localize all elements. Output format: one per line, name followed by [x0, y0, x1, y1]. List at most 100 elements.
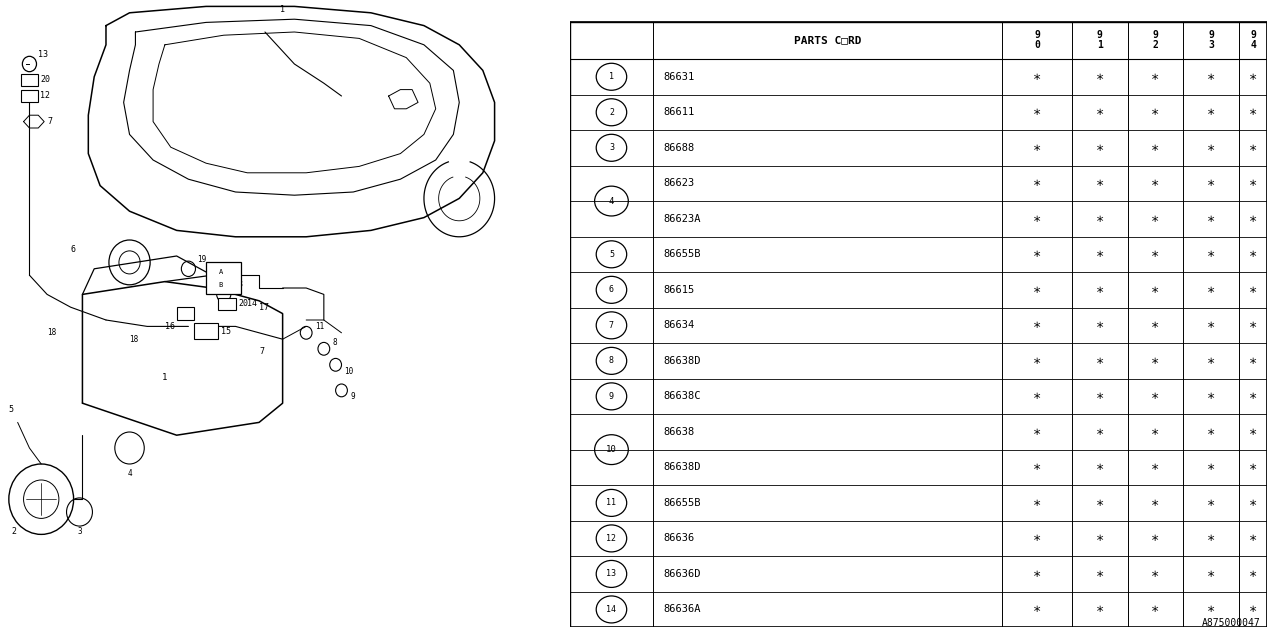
Text: ∗: ∗ — [1249, 531, 1257, 545]
Text: ∗: ∗ — [1096, 318, 1103, 332]
Text: ∗: ∗ — [1249, 602, 1257, 616]
Bar — [177, 307, 195, 320]
Text: 9
1: 9 1 — [1097, 31, 1102, 51]
Text: 3: 3 — [77, 527, 82, 536]
Text: ∗: ∗ — [1096, 105, 1103, 119]
Text: ∗: ∗ — [1152, 496, 1160, 510]
Text: ∗: ∗ — [1096, 354, 1103, 368]
Text: ∗: ∗ — [1207, 389, 1216, 403]
Text: ∗: ∗ — [1207, 567, 1216, 581]
Text: ∗: ∗ — [1249, 425, 1257, 439]
Text: 20: 20 — [40, 76, 50, 84]
Text: ∗: ∗ — [1152, 460, 1160, 474]
Text: 86638: 86638 — [664, 427, 695, 437]
Text: ∗: ∗ — [1152, 141, 1160, 155]
Text: ∗: ∗ — [1033, 70, 1041, 84]
Text: ∗: ∗ — [1033, 105, 1041, 119]
Text: ∗: ∗ — [1096, 176, 1103, 190]
Text: ∗: ∗ — [1207, 247, 1216, 261]
Text: 7: 7 — [609, 321, 614, 330]
Text: 86623A: 86623A — [664, 214, 701, 224]
Text: ∗: ∗ — [1096, 70, 1103, 84]
Text: 8: 8 — [333, 338, 338, 347]
Text: ∗: ∗ — [1096, 212, 1103, 226]
Text: ∗: ∗ — [1152, 247, 1160, 261]
Text: ∗: ∗ — [1096, 531, 1103, 545]
Text: 13: 13 — [38, 50, 49, 59]
Text: 15: 15 — [221, 327, 230, 336]
Text: 20: 20 — [238, 300, 248, 308]
Text: 5: 5 — [609, 250, 614, 259]
Text: ∗: ∗ — [1096, 425, 1103, 439]
Text: ∗: ∗ — [1249, 70, 1257, 84]
Text: 11: 11 — [315, 322, 324, 331]
Text: ∗: ∗ — [1152, 425, 1160, 439]
Text: ∗: ∗ — [1249, 283, 1257, 297]
Text: 86638D: 86638D — [664, 462, 701, 472]
Text: 1: 1 — [163, 373, 168, 382]
Text: A: A — [219, 269, 223, 275]
Text: ∗: ∗ — [1152, 176, 1160, 190]
Text: ∗: ∗ — [1249, 389, 1257, 403]
Text: 86638D: 86638D — [664, 356, 701, 366]
Text: ∗: ∗ — [1152, 531, 1160, 545]
Text: ∗: ∗ — [1152, 212, 1160, 226]
Text: 9
2: 9 2 — [1153, 31, 1158, 51]
Text: ∗: ∗ — [1207, 105, 1216, 119]
Text: ∗: ∗ — [1152, 70, 1160, 84]
Text: 13: 13 — [233, 280, 243, 289]
Text: 16: 16 — [165, 322, 175, 331]
Bar — [218, 298, 236, 310]
Text: 5: 5 — [9, 405, 14, 414]
Text: ∗: ∗ — [1207, 496, 1216, 510]
Text: 6: 6 — [70, 245, 76, 254]
Text: ∗: ∗ — [1152, 602, 1160, 616]
Text: ∗: ∗ — [1033, 318, 1041, 332]
Text: 86636A: 86636A — [664, 604, 701, 614]
Text: ∗: ∗ — [1249, 460, 1257, 474]
Text: 86636D: 86636D — [664, 569, 701, 579]
Text: ∗: ∗ — [1033, 567, 1041, 581]
Text: ∗: ∗ — [1152, 318, 1160, 332]
Text: ∗: ∗ — [1249, 141, 1257, 155]
Text: 9
3: 9 3 — [1208, 31, 1215, 51]
Text: ∗: ∗ — [1033, 141, 1041, 155]
Text: ∗: ∗ — [1096, 141, 1103, 155]
Text: 12: 12 — [607, 534, 617, 543]
Text: ∗: ∗ — [1207, 283, 1216, 297]
Text: ∗: ∗ — [1033, 389, 1041, 403]
Text: ∗: ∗ — [1207, 531, 1216, 545]
Text: 14: 14 — [607, 605, 617, 614]
Text: ∗: ∗ — [1249, 176, 1257, 190]
Text: 2: 2 — [12, 527, 17, 536]
Text: 4: 4 — [609, 196, 614, 205]
Text: 86636: 86636 — [664, 533, 695, 543]
Text: ∗: ∗ — [1152, 354, 1160, 368]
Text: ∗: ∗ — [1152, 567, 1160, 581]
Text: 86655B: 86655B — [664, 250, 701, 259]
Text: 86623: 86623 — [664, 179, 695, 188]
Text: ∗: ∗ — [1207, 460, 1216, 474]
Text: 86688: 86688 — [664, 143, 695, 153]
Text: 17: 17 — [259, 303, 269, 312]
Text: 10: 10 — [607, 445, 617, 454]
Text: ∗: ∗ — [1096, 567, 1103, 581]
Text: ∗: ∗ — [1033, 425, 1041, 439]
Text: ∗: ∗ — [1207, 212, 1216, 226]
Text: 18: 18 — [47, 328, 56, 337]
Bar — [20, 90, 38, 102]
Text: ∗: ∗ — [1033, 212, 1041, 226]
Text: ∗: ∗ — [1033, 460, 1041, 474]
Text: ∗: ∗ — [1249, 105, 1257, 119]
Text: ∗: ∗ — [1152, 389, 1160, 403]
Text: 10: 10 — [344, 367, 353, 376]
Text: ∗: ∗ — [1152, 283, 1160, 297]
Bar — [206, 262, 242, 294]
Text: ∗: ∗ — [1033, 496, 1041, 510]
Text: 1: 1 — [280, 5, 285, 14]
Text: 7: 7 — [47, 117, 52, 126]
Text: ∗: ∗ — [1033, 354, 1041, 368]
Text: ∗: ∗ — [1249, 354, 1257, 368]
Text: A875000047: A875000047 — [1202, 618, 1261, 628]
Text: ∗: ∗ — [1033, 531, 1041, 545]
